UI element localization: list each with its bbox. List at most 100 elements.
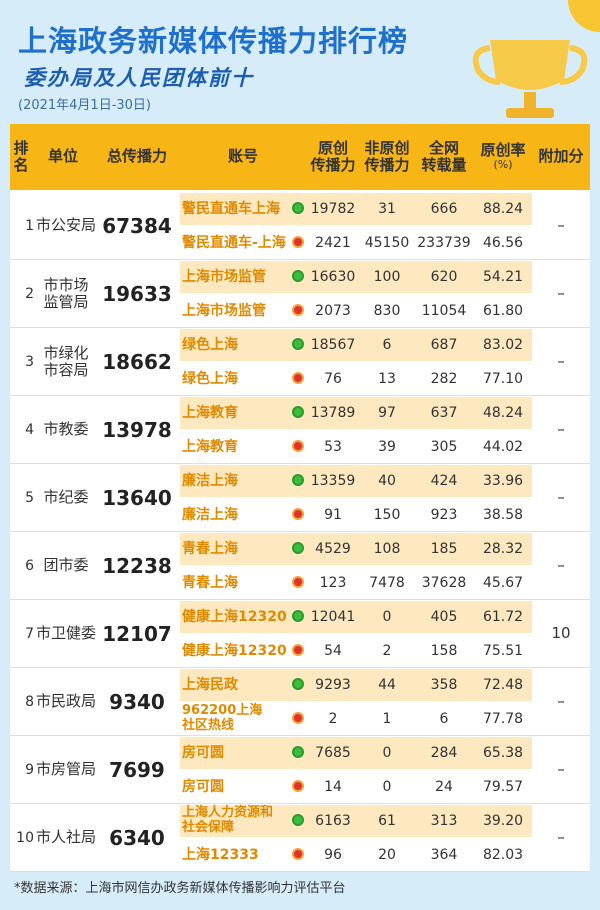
cell-text: 77.78	[482, 710, 524, 727]
header-text: 非原创	[364, 138, 410, 157]
cell-text: 24	[435, 778, 453, 795]
unit: 市房管局	[36, 736, 96, 804]
account-row-bg	[180, 703, 532, 735]
row-divider	[10, 871, 590, 872]
account: 健康上海12320	[180, 634, 306, 668]
cell-rate: 38.58	[474, 498, 532, 532]
account-name: 绿色上海	[182, 336, 238, 353]
cell-text: 16630	[310, 268, 356, 285]
cell-rate: 48.24	[474, 396, 532, 430]
rank: 9	[10, 736, 34, 804]
rank-text: 10	[16, 829, 34, 846]
account: 房可圆	[180, 770, 306, 804]
cell-text: 6	[439, 710, 449, 727]
unit-text: 市房管局	[36, 760, 97, 779]
account-name: 房可圆	[182, 744, 224, 761]
cell-text: 0	[382, 744, 392, 761]
account-name: 健康上海12320	[182, 608, 287, 625]
cell-text: 284	[430, 744, 458, 761]
header-bg	[10, 124, 590, 190]
total-text: 12238	[102, 553, 172, 578]
cell-rate: 77.78	[474, 702, 532, 736]
account-name: 962200上海	[182, 703, 263, 719]
cell-reposts: 666	[414, 192, 474, 226]
wechat-icon	[292, 270, 304, 282]
account: 962200上海 社区热线	[180, 702, 306, 736]
cell-text: 31	[378, 200, 396, 217]
cell-text: 6	[382, 336, 392, 353]
bonus-text: –	[557, 420, 565, 439]
cell-reposts: 37628	[414, 566, 474, 600]
account-row-bg	[180, 737, 532, 769]
total: 18662	[94, 328, 180, 396]
bonus-text: –	[557, 488, 565, 507]
cell-rate: 65.38	[474, 736, 532, 770]
bonus: 10	[532, 600, 590, 668]
rank: 6	[10, 532, 34, 600]
cell-non-original: 1	[360, 702, 414, 736]
cell-reposts: 24	[414, 770, 474, 804]
unit: 团市委	[36, 532, 96, 600]
total-text: 13640	[102, 485, 172, 510]
bonus: –	[532, 736, 590, 804]
cell-text: 11054	[421, 302, 467, 319]
cell-text: 100	[373, 268, 401, 285]
cell-reposts: 424	[414, 464, 474, 498]
cell-original: 18567	[306, 328, 360, 362]
cell-text: 18567	[310, 336, 356, 353]
weibo-icon	[292, 508, 304, 520]
bonus-text: –	[557, 828, 565, 847]
total-text: 13978	[102, 417, 172, 442]
header-text: 传播力	[364, 156, 410, 174]
total: 13978	[94, 396, 180, 464]
cell-text: 12041	[310, 608, 356, 625]
cell-text: 72.48	[482, 676, 524, 693]
cell-rate: 75.51	[474, 634, 532, 668]
account-name: 警民直通车-上海	[182, 234, 286, 251]
account-name: 上海教育	[182, 404, 238, 421]
unit: 市绿化 市容局	[36, 328, 96, 396]
account-row-bg	[180, 261, 532, 293]
account-name: 社会保障	[182, 820, 235, 835]
date: (2021年4月1日-30日)	[18, 98, 152, 113]
total: 6340	[94, 804, 180, 872]
header-cell: 附加分	[532, 124, 590, 190]
total: 7699	[94, 736, 180, 804]
header-text: 原创率	[480, 141, 526, 160]
total: 19633	[94, 260, 180, 328]
cell-text: 923	[430, 506, 458, 523]
cell-text: 150	[373, 506, 401, 523]
cell-text: 6163	[315, 812, 351, 829]
cell-text: 0	[382, 778, 392, 795]
cell-original: 123	[306, 566, 360, 600]
cell-text: 83.02	[482, 336, 524, 353]
cell-original: 6163	[306, 804, 360, 838]
rank-text: 7	[25, 625, 34, 642]
cell-text: 79.57	[482, 778, 524, 795]
cell-text: 54	[324, 642, 342, 659]
account-row-bg	[180, 499, 532, 531]
cell-non-original: 39	[360, 430, 414, 464]
account-name: 上海教育	[182, 438, 238, 455]
account-name: 上海民政	[182, 676, 238, 693]
account-name: 社区热线	[182, 718, 235, 733]
weibo-icon	[292, 576, 304, 588]
account: 上海12333	[180, 838, 306, 872]
account: 廉洁上海	[180, 464, 306, 498]
total-text: 9340	[109, 689, 165, 714]
cell-reposts: 233739	[414, 226, 474, 260]
cell-reposts: 284	[414, 736, 474, 770]
cell-text: 45.67	[482, 574, 524, 591]
bonus-text: 10	[551, 624, 571, 643]
trophy	[472, 0, 600, 118]
cell-non-original: 97	[360, 396, 414, 430]
header-text: 全网	[428, 138, 459, 157]
cell-non-original: 20	[360, 838, 414, 872]
cell-text: 282	[430, 370, 458, 387]
rank-text: 3	[25, 353, 34, 370]
account: 廉洁上海	[180, 498, 306, 532]
account-row-bg	[180, 295, 532, 327]
rank-text: 5	[25, 489, 34, 506]
account-row-bg	[180, 431, 532, 463]
header-cell: 账号	[180, 124, 306, 190]
